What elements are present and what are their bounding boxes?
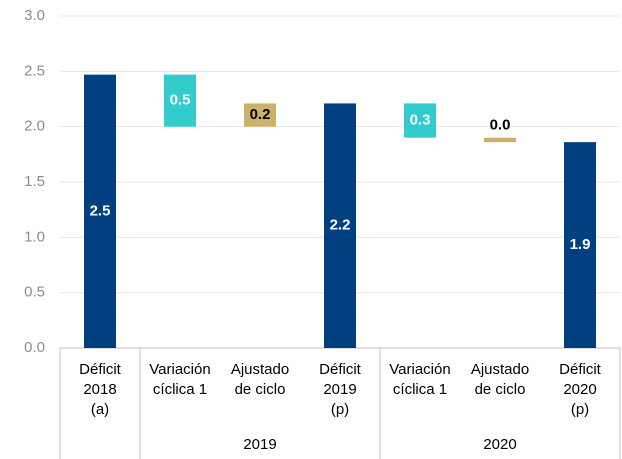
y-tick-label: 1.5 (24, 173, 45, 190)
value-label: 0.0 (490, 117, 511, 134)
group-label: 2020 (483, 436, 516, 453)
value-label: 2.2 (330, 217, 351, 234)
x-tick-label: Déficit 2020 (p) (559, 361, 602, 418)
y-tick-label: 2.0 (24, 118, 45, 135)
value-label: 0.5 (170, 92, 191, 109)
y-tick-label: 3.0 (24, 7, 45, 24)
group-label: 2019 (243, 436, 276, 453)
y-tick-label: 0.0 (24, 339, 45, 356)
bar (564, 142, 596, 348)
value-label: 2.5 (90, 202, 111, 219)
bar (484, 137, 516, 143)
x-tick-label: Variación cíclica 1 (389, 361, 450, 398)
y-tick-label: 1.0 (24, 228, 45, 245)
x-tick-label: Ajustado de ciclo (231, 361, 289, 398)
x-tick-label: Ajustado de ciclo (471, 361, 529, 398)
value-label: 0.3 (410, 112, 431, 129)
y-tick-label: 2.5 (24, 62, 45, 79)
y-tick-label: 0.5 (24, 284, 45, 301)
x-tick-label: Déficit 2019 (p) (319, 361, 362, 418)
bar (84, 74, 116, 349)
bar (164, 74, 196, 127)
bar (404, 103, 436, 138)
value-label: 0.2 (250, 106, 271, 123)
value-label: 1.9 (570, 236, 591, 253)
bar (324, 103, 356, 348)
x-tick-label: Variación cíclica 1 (149, 361, 210, 398)
bar (244, 103, 276, 127)
x-tick-label: Déficit 2018 (a) (79, 361, 122, 418)
